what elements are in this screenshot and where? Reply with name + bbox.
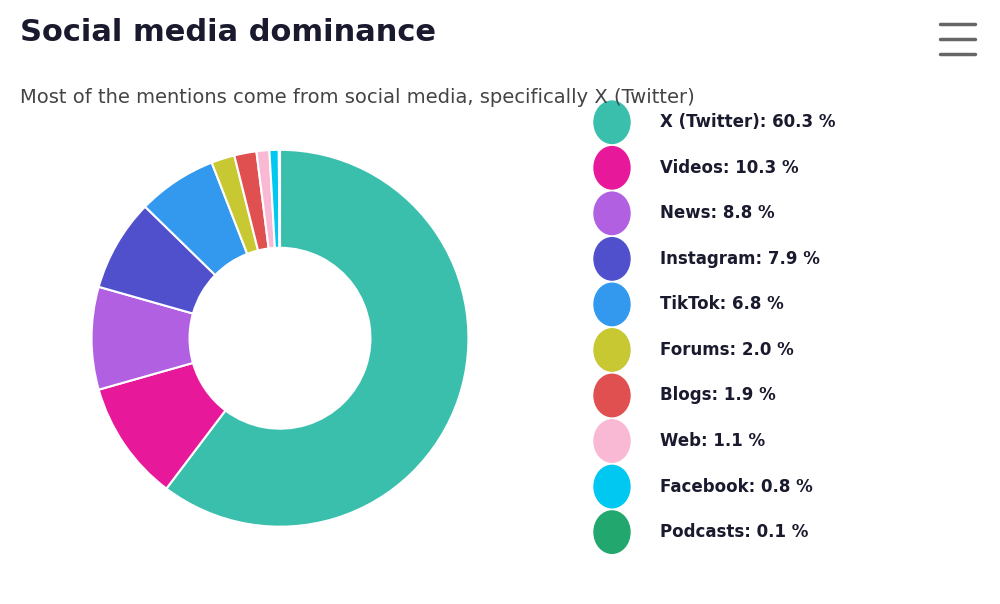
Text: X (Twitter): 60.3 %: X (Twitter): 60.3 %: [660, 113, 836, 131]
Text: Most of the mentions come from social media, specifically X (Twitter): Most of the mentions come from social me…: [20, 88, 695, 106]
Text: Web: 1.1 %: Web: 1.1 %: [660, 432, 765, 450]
Wedge shape: [234, 151, 269, 251]
Text: Blogs: 1.9 %: Blogs: 1.9 %: [660, 387, 776, 405]
Circle shape: [594, 192, 630, 234]
Circle shape: [594, 147, 630, 189]
Wedge shape: [212, 155, 258, 254]
Text: News: 8.8 %: News: 8.8 %: [660, 204, 775, 222]
Text: TikTok: 6.8 %: TikTok: 6.8 %: [660, 295, 784, 313]
Circle shape: [594, 420, 630, 462]
Text: Facebook: 0.8 %: Facebook: 0.8 %: [660, 478, 813, 496]
Text: Social media dominance: Social media dominance: [20, 18, 436, 47]
Wedge shape: [99, 363, 225, 489]
Wedge shape: [92, 287, 193, 390]
Wedge shape: [279, 150, 280, 248]
Wedge shape: [99, 207, 215, 313]
Circle shape: [594, 283, 630, 326]
Circle shape: [594, 101, 630, 144]
Circle shape: [594, 374, 630, 417]
Wedge shape: [269, 150, 279, 248]
Text: Podcasts: 0.1 %: Podcasts: 0.1 %: [660, 523, 808, 541]
Wedge shape: [256, 150, 275, 248]
Text: Forums: 2.0 %: Forums: 2.0 %: [660, 341, 794, 359]
Circle shape: [594, 465, 630, 508]
Circle shape: [594, 237, 630, 280]
Wedge shape: [145, 162, 247, 275]
Wedge shape: [166, 150, 468, 527]
Circle shape: [594, 329, 630, 371]
Text: Videos: 10.3 %: Videos: 10.3 %: [660, 159, 799, 177]
Text: Instagram: 7.9 %: Instagram: 7.9 %: [660, 250, 820, 268]
Circle shape: [594, 511, 630, 553]
